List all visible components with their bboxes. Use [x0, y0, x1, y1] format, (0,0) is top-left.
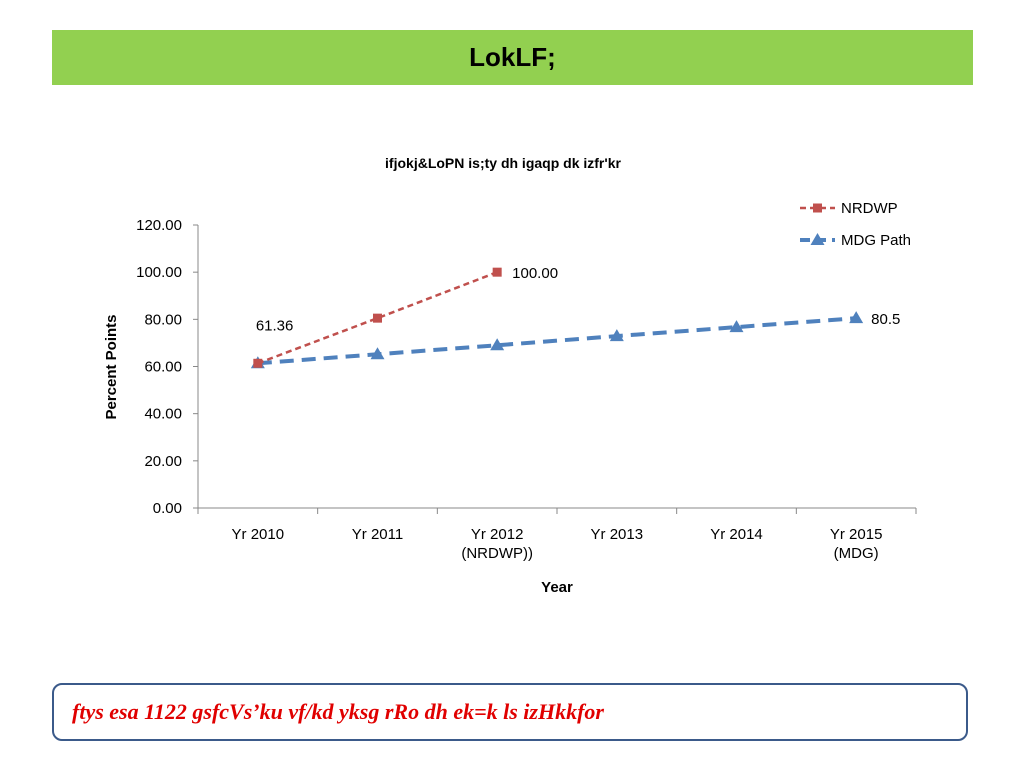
chart-title: ifjokj&LoPN is;ty dh igaqp dk izfr'kr	[385, 155, 621, 171]
line-chart: ifjokj&LoPN is;ty dh igaqp dk izfr'kr 0.0…	[103, 155, 917, 596]
nrdwp-point	[253, 358, 263, 368]
header-bar: LokLF;	[52, 30, 973, 85]
y-tick-label: 20.00	[144, 453, 182, 470]
y-tick-label: 80.00	[144, 311, 182, 328]
x-tick-label: Yr 2013	[591, 526, 644, 543]
data-label: 100.00	[512, 265, 558, 282]
note-text: ftys esa 1122 gsfcVs’ku vf/kd yksg rRo d…	[72, 699, 604, 724]
nrdwp-series-line	[257, 270, 498, 365]
legend-label: MDG Path	[841, 232, 911, 249]
data-label: 61.36	[256, 317, 294, 334]
x-tick-label: Yr 2015 (MDG)	[830, 526, 883, 562]
x-tick-label: Yr 2010	[232, 526, 285, 543]
nrdwp-point	[492, 267, 502, 277]
mdg-point	[490, 338, 505, 351]
legend-label: NRDWP	[841, 200, 898, 217]
page-title: LokLF;	[469, 42, 556, 72]
x-tick-label: Yr 2014	[710, 526, 763, 543]
legend-marker	[810, 233, 825, 245]
data-label: 80.5	[871, 311, 900, 328]
mdg-point	[849, 311, 864, 324]
y-tick-label: 0.00	[153, 500, 182, 517]
legend-marker	[813, 203, 822, 213]
x-tick-label: Yr 2011	[352, 526, 403, 543]
mdg-point	[370, 347, 385, 360]
x-tick-label: Yr 2012 (NRDWP))	[461, 526, 533, 562]
y-tick-label: 120.00	[136, 217, 182, 234]
nrdwp-point	[373, 313, 382, 323]
mdg-series-line	[257, 316, 857, 366]
mdg-point	[729, 320, 744, 333]
y-tick-label: 100.00	[136, 264, 182, 281]
y-axis-title: Percent Points	[103, 314, 120, 419]
y-tick-label: 40.00	[144, 406, 182, 423]
x-axis-title: Year	[541, 579, 573, 596]
mdg-point	[609, 329, 624, 342]
note-box: ftys esa 1122 gsfcVs’ku vf/kd yksg rRo d…	[52, 683, 968, 741]
y-tick-label: 60.00	[144, 359, 182, 376]
